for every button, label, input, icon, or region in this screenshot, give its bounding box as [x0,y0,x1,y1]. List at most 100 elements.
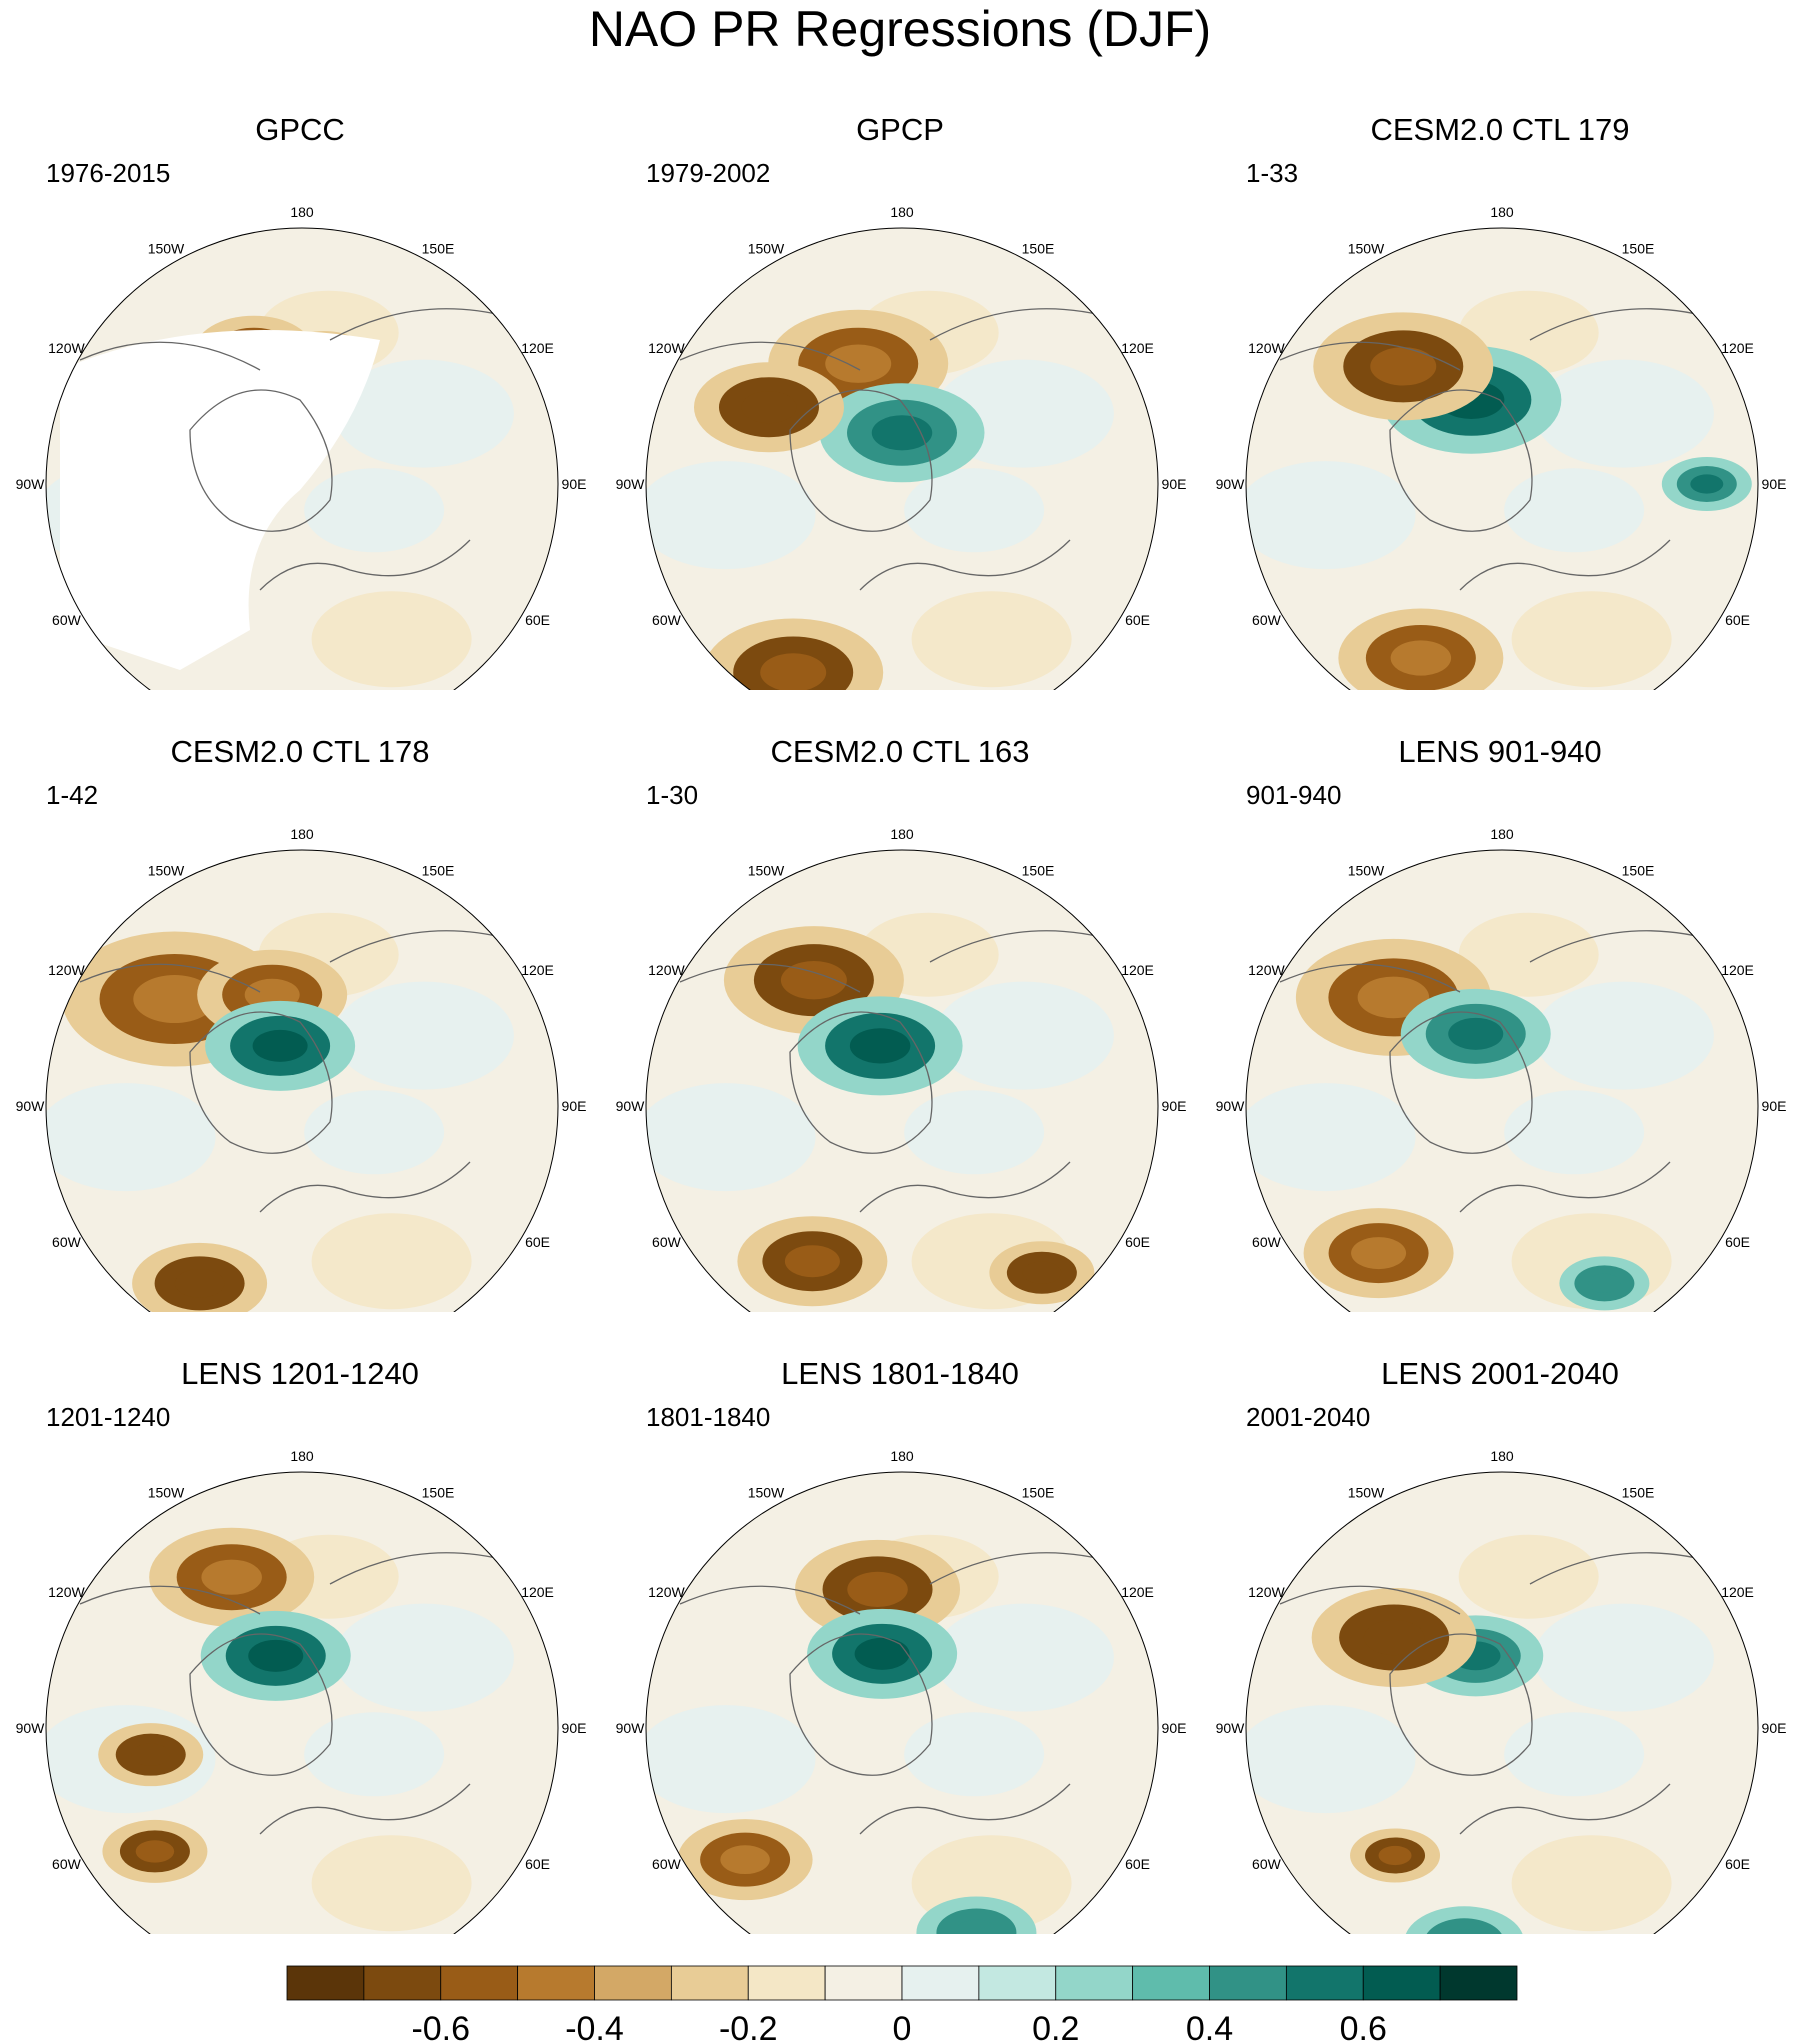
panel-title: CESM2.0 CTL 163 [770,734,1030,769]
period-label: 2001-2040 [1246,1402,1371,1432]
colorbar-segment [1439,1965,1518,2001]
longitude-tick-label: 150E [1622,862,1655,878]
longitude-tick-label: 60E [1725,1856,1750,1872]
colorbar: -0.6 -0.4 -0.2 0 0.2 0.4 0.6 [286,1965,1518,2042]
colorbar-segment [670,1965,749,2001]
colorbar-segment [594,1965,672,2001]
longitude-tick-label: 90E [1762,476,1787,492]
longitude-tick-label: 120E [1721,1584,1754,1600]
period-label: 1-33 [1246,158,1299,188]
longitude-tick-label: 180 [290,826,314,842]
polar-map: 180150E120E90E60E30E030W60W90W120W150W [16,1448,587,1934]
longitude-tick-label: 150E [1022,240,1055,256]
map-panel: 180150E120E90E60E30E030W60W90W120W150WLE… [1200,1314,1800,1934]
panel-title: CESM2.0 CTL 179 [1370,112,1630,147]
longitude-tick-label: 90E [562,1098,587,1114]
longitude-tick-label: 180 [890,1448,914,1464]
longitude-tick-label: 180 [890,204,914,220]
longitude-tick-label: 120E [521,340,554,356]
longitude-tick-label: 60E [525,1234,550,1250]
period-label: 901-940 [1246,780,1342,810]
longitude-tick-label: 90W [1216,1098,1246,1114]
colorbar-tick-label: -0.2 [719,2010,778,2042]
longitude-tick-label: 90E [562,476,587,492]
longitude-tick-label: 60E [1125,1856,1150,1872]
longitude-tick-label: 60W [1252,1856,1282,1872]
longitude-tick-label: 150W [148,1484,185,1500]
longitude-tick-label: 90E [1762,1098,1787,1114]
polar-map: 180150E120E90E60E30E030W60W90W120W150W [16,826,587,1312]
longitude-tick-label: 90E [562,1720,587,1736]
map-panel: 180150E120E90E60E30E030W60W90W120W150WGP… [600,70,1200,690]
map-panel: 180150E120E90E60E30E030W60W90W120W150WLE… [0,1314,600,1934]
longitude-tick-label: 90W [616,476,646,492]
colorbar-tick-label: 0.6 [1340,2010,1387,2042]
longitude-tick-label: 180 [290,204,314,220]
longitude-tick-label: 90E [1162,476,1187,492]
longitude-tick-label: 180 [1490,204,1514,220]
map-panel: 180150E120E90E60E30E030W60W90W120W150WLE… [1200,692,1800,1312]
longitude-tick-label: 180 [1490,826,1514,842]
longitude-tick-label: 90W [16,1720,46,1736]
longitude-tick-label: 60W [52,1856,82,1872]
longitude-tick-label: 60E [1725,1234,1750,1250]
panel-title: LENS 1801-1840 [781,1356,1019,1391]
longitude-tick-label: 150E [1622,240,1655,256]
longitude-tick-label: 150E [1022,862,1055,878]
longitude-tick-label: 120W [48,340,85,356]
longitude-tick-label: 90W [616,1720,646,1736]
longitude-tick-label: 120E [1121,1584,1154,1600]
colorbar-segment [747,1965,826,2001]
longitude-tick-label: 180 [290,1448,314,1464]
longitude-tick-label: 120E [521,962,554,978]
longitude-tick-label: 90W [16,1098,46,1114]
longitude-tick-label: 60W [652,1856,682,1872]
longitude-tick-label: 120W [648,1584,685,1600]
polar-map: 180150E120E90E60E30E030W60W90W120W150W [616,826,1187,1312]
longitude-tick-label: 60W [652,612,682,628]
longitude-tick-label: 90E [1162,1720,1187,1736]
longitude-tick-label: 90W [1216,1720,1246,1736]
polar-map: 180150E120E90E60E30E030W60W90W120W150W [1216,204,1787,690]
polar-map: 180150E120E90E60E30E030W60W90W120W150W [16,204,587,690]
longitude-tick-label: 60W [1252,1234,1282,1250]
longitude-tick-label: 180 [890,826,914,842]
longitude-tick-label: 120W [648,962,685,978]
colorbar-tick-label: 0 [893,2010,912,2042]
longitude-tick-label: 120E [521,1584,554,1600]
longitude-tick-label: 120W [48,962,85,978]
polar-map: 180150E120E90E60E30E030W60W90W120W150W [1216,1448,1787,1934]
longitude-tick-label: 90E [1762,1720,1787,1736]
longitude-tick-label: 150W [748,1484,785,1500]
longitude-tick-label: 150W [1348,240,1385,256]
panel-title: GPCC [255,112,345,147]
colorbar-segment [1132,1965,1210,2001]
colorbar-tick-label: -0.6 [411,2010,470,2042]
colorbar-segment [901,1965,980,2001]
colorbar-segment [440,1965,519,2001]
period-label: 1801-1840 [646,1402,771,1432]
longitude-tick-label: 120E [1721,340,1754,356]
longitude-tick-label: 150W [1348,1484,1385,1500]
colorbar-segment [824,1965,903,2001]
longitude-tick-label: 150W [148,862,185,878]
longitude-tick-label: 90E [1162,1098,1187,1114]
longitude-tick-label: 60W [52,612,82,628]
panel-title: CESM2.0 CTL 178 [170,734,430,769]
longitude-tick-label: 150E [422,240,455,256]
longitude-tick-label: 120E [1121,962,1154,978]
longitude-tick-label: 90W [1216,476,1246,492]
longitude-tick-label: 150E [1022,1484,1055,1500]
longitude-tick-label: 120W [1248,1584,1285,1600]
longitude-tick-label: 120W [48,1584,85,1600]
longitude-tick-label: 60E [1725,612,1750,628]
longitude-tick-label: 150W [748,240,785,256]
colorbar-tick-label: 0.4 [1186,2010,1233,2042]
polar-map: 180150E120E90E60E30E030W60W90W120W150W [1216,826,1787,1312]
longitude-tick-label: 150E [422,1484,455,1500]
longitude-tick-label: 180 [1490,1448,1514,1464]
longitude-tick-label: 150W [148,240,185,256]
panel-title: LENS 901-940 [1398,734,1602,769]
map-panel: 180150E120E90E60E30E030W60W90W120W150WGP… [0,70,600,690]
longitude-tick-label: 150W [748,862,785,878]
